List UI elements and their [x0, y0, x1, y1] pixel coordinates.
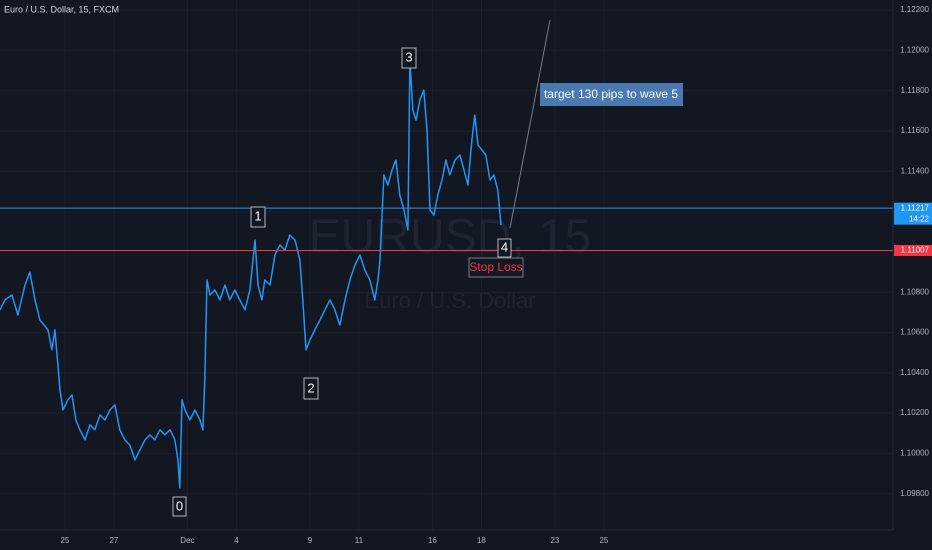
x-tick-label: 23 [550, 536, 559, 545]
price-tag [894, 202, 932, 225]
y-tick-label: 1.10600 [900, 328, 929, 337]
x-tick-label: 18 [477, 536, 486, 545]
x-tick-label: 25 [599, 536, 608, 545]
x-tick-label: 16 [428, 536, 437, 545]
wave-label: 0 [176, 498, 183, 513]
y-tick-label: 1.12200 [900, 5, 929, 14]
stop-loss-label: Stop Loss [469, 260, 522, 274]
x-tick-label: 11 [355, 536, 364, 545]
axes: 1.09800 1.10000 1.10200 1.10400 1.10600 1.108… [60, 5, 932, 545]
y-tick-label: 1.10000 [900, 449, 929, 458]
price-tag-label: 1.11217 [901, 203, 930, 212]
watermark: EURUSD, 15 [309, 211, 592, 264]
wave-box [303, 377, 319, 400]
price-axis [893, 0, 932, 550]
x-tick-label: 9 [308, 536, 313, 545]
y-tick-label: 1.11800 [901, 86, 930, 95]
y-tick-label: 1.10400 [900, 368, 929, 377]
y-tick-label: 1.10800 [900, 287, 929, 296]
price-tag-label: 1.11007 [901, 246, 930, 255]
grid [0, 0, 893, 530]
plot [0, 59, 893, 489]
target-label: target 130 pips to wave 5 [544, 87, 678, 101]
y-tick-label: 1.12000 [900, 45, 929, 54]
wave-box [401, 47, 417, 69]
price-line [0, 59, 502, 489]
trend-line [509, 19, 551, 229]
y-tick-label: 1.10200 [900, 408, 929, 417]
x-tick-label: 25 [60, 536, 69, 545]
wave-box [172, 496, 187, 517]
y-tick-label: 1.11600 [901, 126, 930, 135]
wave-label: 1 [254, 208, 261, 223]
wave-box [497, 238, 512, 258]
x-tick-label: 4 [234, 536, 239, 545]
stop-loss-box [468, 257, 524, 278]
wave-label: 2 [307, 380, 314, 395]
y-tick-label: 1.11400 [901, 166, 930, 175]
y-tick-label: 1.09800 [900, 489, 929, 498]
countdown-label: 14:22 [909, 214, 930, 223]
watermark-subtitle: Euro / U.S. Dollar [364, 288, 535, 313]
wave-label: 3 [405, 49, 412, 64]
wave-box [250, 206, 266, 228]
x-tick-label: Dec [180, 536, 194, 545]
price-tag [894, 244, 932, 256]
wave-label: 4 [501, 239, 508, 254]
chart-title: Euro / U.S. Dollar, 15, FXCM [4, 4, 119, 14]
target-callout [540, 83, 683, 106]
x-tick-label: 27 [109, 536, 118, 545]
